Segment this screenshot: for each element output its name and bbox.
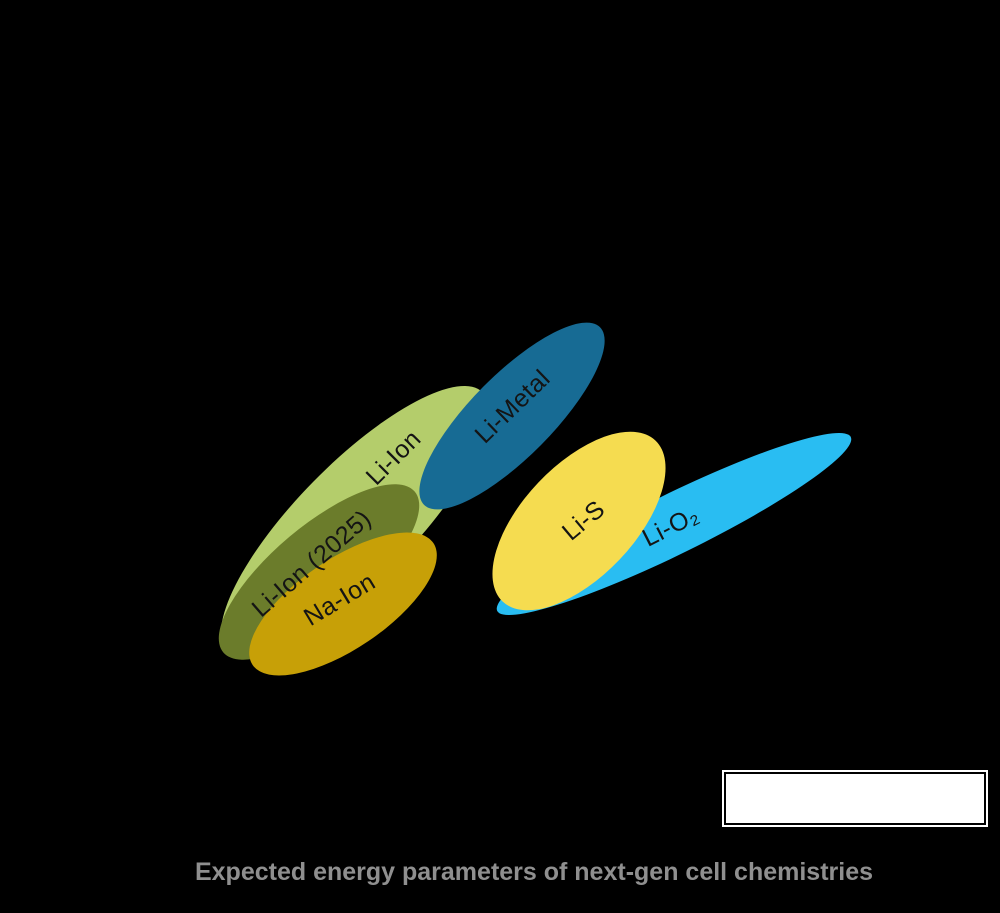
- chart-caption: Expected energy parameters of next-gen c…: [194, 858, 874, 886]
- white-panel: [722, 770, 988, 827]
